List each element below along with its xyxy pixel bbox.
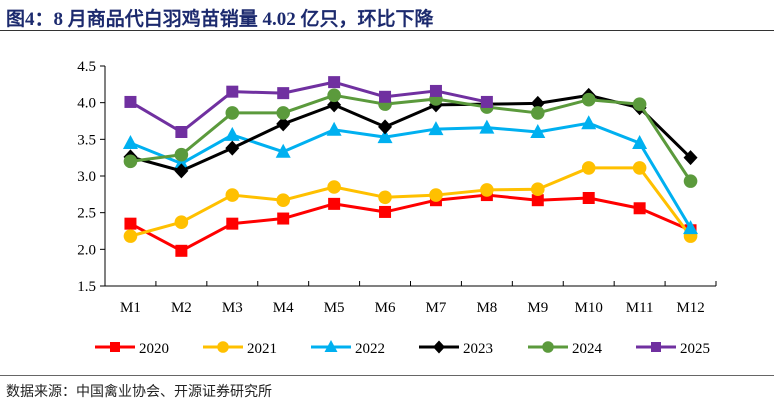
legend-label: 2022: [355, 341, 385, 357]
data-point-2021: [632, 161, 647, 175]
data-point-2021: [480, 183, 494, 197]
x-tick-label: M8: [476, 300, 497, 316]
data-point-2023: [225, 140, 240, 156]
data-point-2020: [328, 197, 341, 210]
data-point-2022: [377, 129, 393, 144]
data-point-2024: [632, 97, 647, 111]
legend-marker-2025: [651, 342, 661, 352]
chart-title: 图4：8 月商品代白羽鸡苗销量 4.02 亿只，环比下降: [6, 9, 434, 30]
y-tick-label: 3.0: [77, 169, 96, 185]
series-line-2024: [130, 93, 692, 182]
series-line-2025: [129, 80, 488, 134]
x-tick-label: M5: [324, 300, 345, 316]
data-point-2025: [226, 85, 239, 98]
data-point-2021: [530, 182, 545, 196]
data-point-2020: [379, 205, 392, 218]
legend-label: 2023: [463, 341, 493, 357]
data-point-2022: [224, 126, 240, 141]
legend-label: 2025: [680, 341, 710, 357]
data-point-2022: [275, 143, 291, 158]
y-tick-label: 2.5: [77, 206, 96, 222]
x-tick-label: M9: [527, 300, 548, 316]
x-tick-label: M10: [575, 300, 603, 316]
data-point-2025: [277, 87, 290, 100]
y-tick-label: 1.5: [77, 279, 96, 295]
data-point-2025: [175, 126, 188, 138]
legend-marker-2020: [110, 342, 120, 352]
series-line-2023: [130, 93, 692, 173]
data-point-2020: [531, 194, 544, 207]
data-point-2020: [226, 217, 239, 230]
legend-label: 2021: [247, 341, 277, 357]
data-point-2020: [582, 192, 595, 204]
x-tick-label: M4: [273, 300, 294, 316]
data-point-2020: [633, 202, 646, 215]
data-point-2022: [122, 135, 138, 149]
data-point-2024: [683, 174, 698, 188]
data-point-2024: [123, 154, 138, 169]
series-line-2020: [129, 193, 692, 253]
x-tick-label: M2: [171, 300, 192, 316]
data-point-2023: [174, 163, 189, 179]
data-point-2025: [480, 95, 493, 108]
data-point-2022: [479, 119, 495, 134]
data-point-2020: [124, 217, 137, 230]
legend-label: 2020: [139, 341, 169, 357]
data-point-2025: [328, 76, 341, 89]
data-point-2022: [683, 220, 699, 235]
data-point-2021: [327, 180, 341, 194]
x-tick-label: M7: [426, 300, 447, 316]
data-point-2025: [429, 84, 442, 97]
x-tick-label: M3: [222, 300, 243, 316]
legend-marker-2021: [217, 341, 229, 353]
y-tick-label: 2.0: [77, 242, 96, 258]
data-point-2023: [683, 150, 698, 166]
legend-marker-2022: [324, 340, 338, 352]
data-point-2021: [174, 215, 189, 229]
data-point-2021: [429, 188, 443, 202]
data-point-2022: [581, 115, 597, 130]
data-point-2022: [173, 155, 189, 170]
series-line-2021: [130, 166, 692, 238]
source-note: 数据来源：中国禽业协会、开源证券研究所: [6, 384, 272, 400]
data-point-2024: [276, 106, 291, 120]
data-point-2020: [277, 212, 290, 225]
x-tick-label: M12: [676, 300, 704, 316]
data-point-2021: [581, 161, 596, 175]
data-point-2024: [327, 88, 341, 103]
data-point-2024: [581, 92, 596, 107]
data-point-2021: [123, 229, 138, 243]
data-point-2024: [225, 106, 240, 120]
series-line-2022: [129, 121, 692, 229]
y-tick-label: 4.0: [77, 96, 96, 112]
data-point-2024: [174, 147, 189, 162]
source-divider: [0, 375, 774, 376]
data-point-2021: [225, 188, 240, 202]
x-tick-label: M6: [375, 300, 396, 316]
data-point-2020: [175, 244, 188, 257]
data-point-2022: [530, 124, 546, 138]
data-point-2025: [379, 90, 392, 103]
data-point-2022: [632, 135, 648, 149]
data-point-2021: [276, 193, 291, 207]
title-divider: [0, 30, 774, 31]
data-point-2024: [530, 106, 545, 120]
data-point-2022: [428, 121, 444, 136]
data-point-2022: [326, 121, 342, 136]
legend-marker-2023: [433, 340, 445, 354]
x-tick-label: M1: [120, 300, 141, 316]
y-tick-label: 3.5: [77, 132, 96, 148]
legend-marker-2024: [542, 341, 554, 353]
legend-label: 2024: [572, 341, 603, 357]
data-point-2023: [276, 116, 291, 132]
x-tick-label: M11: [626, 300, 654, 316]
data-point-2025: [124, 95, 137, 108]
data-point-2021: [378, 190, 392, 205]
y-tick-label: 4.5: [77, 59, 96, 75]
data-point-2023: [378, 119, 393, 135]
